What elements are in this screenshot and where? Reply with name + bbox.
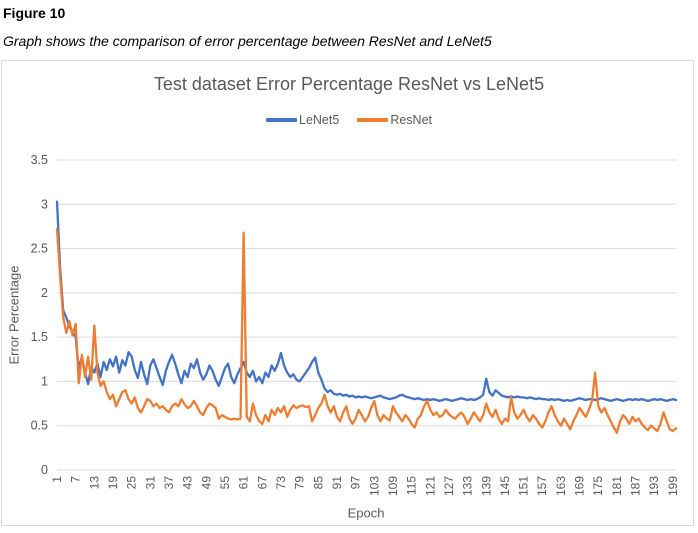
y-tick-label: 3.5 [31, 153, 48, 167]
y-tick-label: 2 [41, 286, 48, 300]
figure-label: Figure 10 [3, 5, 66, 21]
x-tick-label: 139 [479, 476, 493, 496]
x-tick-label: 31 [143, 476, 157, 490]
x-tick-label: 25 [125, 476, 139, 490]
chart-legend: LeNet5 ResNet [0, 113, 698, 127]
legend-label-lenet5: LeNet5 [299, 113, 340, 127]
x-axis-title: Epoch [347, 505, 385, 521]
x-tick-label: 55 [218, 476, 232, 490]
x-tick-label: 199 [666, 476, 680, 496]
x-tick-label: 49 [199, 476, 213, 490]
y-tick-label: 0 [41, 463, 48, 477]
legend-label-resnet: ResNet [390, 113, 432, 127]
x-tick-label: 193 [647, 476, 661, 496]
x-tick-label: 85 [311, 476, 325, 490]
x-tick-label: 91 [330, 476, 344, 490]
x-tick-label: 157 [535, 476, 549, 496]
x-tick-label: 13 [87, 476, 101, 490]
y-tick-label: 1.5 [31, 330, 48, 344]
x-tick-label: 19 [106, 476, 120, 490]
x-tick-label: 145 [498, 476, 512, 496]
lenet5-line [55, 200, 678, 403]
x-tick-label: 79 [293, 476, 307, 490]
x-tick-label: 109 [386, 476, 400, 496]
x-tick-label: 169 [573, 476, 587, 496]
y-tick-label: 3 [41, 197, 48, 211]
x-tick-label: 115 [405, 476, 419, 495]
x-tick-label: 127 [442, 476, 456, 496]
x-tick-label: 175 [591, 476, 605, 496]
x-tick-label: 1 [50, 476, 64, 483]
x-tick-label: 7 [69, 476, 83, 483]
y-tick-label: 0.5 [31, 419, 48, 433]
y-tick-label: 1 [41, 374, 48, 388]
x-tick-label: 73 [274, 476, 288, 490]
resnet-line [55, 227, 678, 434]
y-axis-title: Error Percentage [6, 265, 22, 365]
x-tick-label: 61 [237, 476, 251, 490]
x-tick-label: 187 [629, 476, 643, 496]
legend-item-lenet5: LeNet5 [266, 113, 339, 127]
x-tick-label: 121 [423, 476, 437, 496]
x-tick-label: 181 [610, 476, 624, 496]
figure-description: Graph shows the comparison of error perc… [3, 33, 492, 49]
x-tick-label: 97 [349, 476, 363, 490]
x-tick-label: 37 [162, 476, 176, 490]
x-tick-label: 103 [367, 476, 381, 496]
y-tick-label: 2.5 [31, 242, 48, 256]
x-tick-label: 163 [554, 476, 568, 496]
legend-item-resnet: ResNet [357, 113, 432, 127]
x-tick-label: 43 [181, 476, 195, 490]
resnet-line-swatch [357, 118, 389, 122]
x-tick-label: 67 [255, 476, 269, 490]
chart-title: Test dataset Error Percentage ResNet vs … [153, 74, 545, 94]
x-tick-label: 133 [461, 476, 475, 496]
lenet5-line-swatch [266, 118, 297, 122]
x-tick-label: 151 [517, 476, 531, 496]
